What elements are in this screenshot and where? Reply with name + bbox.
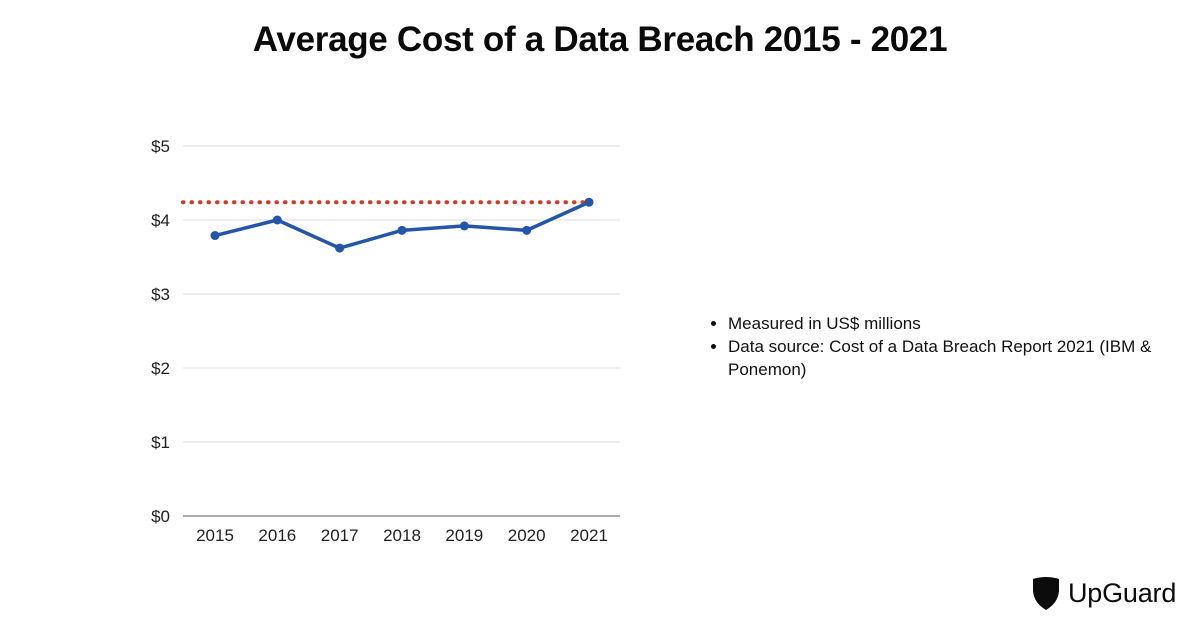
y-tick-label: $1 <box>151 433 170 452</box>
series-line <box>213 200 591 250</box>
chart-notes: Measured in US$ millions Data source: Co… <box>708 312 1168 381</box>
x-tick-label: 2019 <box>445 526 483 545</box>
y-tick-label: $3 <box>151 285 170 304</box>
y-tick-label: $0 <box>151 507 170 526</box>
y-tick-label: $4 <box>151 211 170 230</box>
data-point <box>397 225 407 235</box>
x-tick-label: 2016 <box>258 526 296 545</box>
upguard-logo: UpGuard <box>1030 573 1176 613</box>
y-tick-label: $5 <box>151 137 170 156</box>
brand-name: UpGuard <box>1068 577 1177 608</box>
data-point <box>459 221 469 231</box>
y-tick-label: $2 <box>151 359 170 378</box>
note-item: Data source: Cost of a Data Breach Repor… <box>728 335 1168 381</box>
note-item: Measured in US$ millions <box>728 312 1168 335</box>
x-tick-label: 2015 <box>196 526 234 545</box>
shield-icon <box>1033 577 1059 610</box>
data-point <box>522 225 532 235</box>
x-tick-label: 2021 <box>570 526 608 545</box>
data-point <box>335 243 345 253</box>
x-tick-label: 2020 <box>508 526 546 545</box>
data-point <box>584 197 594 207</box>
data-point <box>210 231 220 241</box>
x-tick-label: 2017 <box>321 526 359 545</box>
chart-title: Average Cost of a Data Breach 2015 - 202… <box>252 20 948 59</box>
data-point <box>272 215 282 225</box>
x-tick-label: 2018 <box>383 526 421 545</box>
